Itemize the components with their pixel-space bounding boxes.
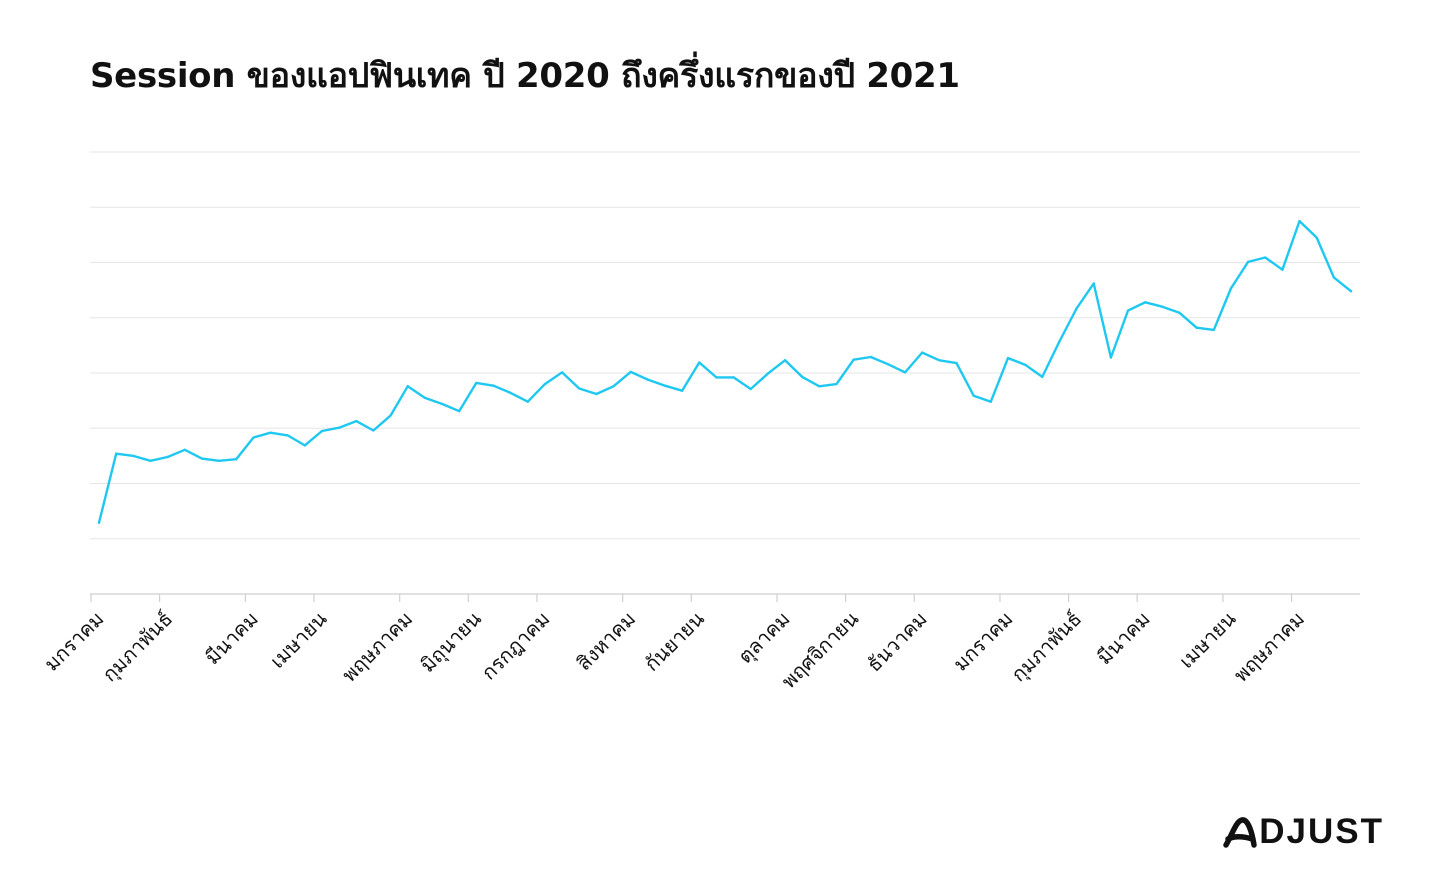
data-point-30: [612, 385, 615, 388]
data-point-61: [1143, 301, 1147, 304]
data-point-9: [252, 436, 255, 439]
x-tick-label-13: กุมภาพันธ์: [1006, 607, 1086, 687]
data-point-70: [1298, 219, 1301, 223]
x-tick-label-4: พฤษภาคม: [337, 607, 417, 687]
data-point-4: [166, 455, 169, 459]
data-point-33: [663, 384, 667, 387]
data-point-11: [286, 434, 289, 437]
data-point-44: [852, 358, 855, 361]
data-point-20: [440, 402, 444, 406]
data-point-39: [766, 372, 770, 375]
data-point-50: [955, 361, 958, 365]
data-point-0: [97, 521, 101, 524]
data-point-1: [114, 452, 118, 455]
data-point-52: [989, 400, 993, 403]
data-point-16: [372, 429, 375, 432]
data-point-31: [629, 370, 632, 374]
data-point-12: [303, 444, 307, 447]
data-point-2: [132, 454, 135, 458]
data-point-5: [183, 448, 186, 451]
x-tick-label-15: เมษายน: [1174, 606, 1241, 673]
data-point-6: [200, 457, 204, 460]
data-point-46: [886, 362, 890, 366]
x-tick-label-0: มกราคม: [39, 607, 108, 676]
data-point-63: [1178, 311, 1181, 314]
data-point-23: [492, 384, 495, 387]
data-point-66: [1229, 287, 1233, 290]
data-point-32: [646, 378, 650, 381]
data-point-22: [475, 381, 478, 385]
data-point-38: [749, 387, 752, 391]
data-point-57: [1075, 307, 1078, 310]
x-tick-label-8: กันยายน: [639, 606, 709, 676]
x-tick-label-14: มีนาคม: [1092, 607, 1155, 670]
data-point-15: [355, 419, 358, 423]
data-point-45: [869, 355, 872, 359]
data-point-54: [1023, 363, 1027, 366]
data-point-55: [1041, 375, 1044, 379]
data-point-65: [1212, 328, 1215, 332]
x-tick-label-12: มกราคม: [948, 607, 1017, 676]
data-point-28: [578, 387, 581, 390]
series-line: [97, 219, 1353, 524]
data-point-8: [235, 457, 238, 461]
data-point-47: [903, 371, 907, 374]
data-point-73: [1349, 290, 1353, 293]
x-tick-label-9: ตุลาคม: [733, 607, 795, 669]
x-tick-label-6: กรกฎาคม: [477, 607, 555, 685]
data-point-10: [269, 431, 272, 434]
data-point-72: [1332, 276, 1336, 279]
data-point-56: [1058, 340, 1061, 343]
data-point-21: [457, 409, 461, 413]
data-point-26: [543, 382, 547, 386]
data-point-27: [560, 371, 564, 374]
data-point-3: [149, 459, 152, 463]
data-point-64: [1195, 326, 1198, 329]
data-point-69: [1281, 268, 1284, 271]
data-series: [97, 219, 1353, 524]
data-point-41: [800, 375, 804, 379]
data-point-71: [1315, 236, 1318, 239]
data-point-51: [972, 394, 975, 397]
data-point-58: [1092, 282, 1095, 285]
data-point-67: [1246, 260, 1250, 264]
data-point-25: [526, 400, 529, 403]
data-point-37: [732, 376, 735, 379]
data-point-68: [1264, 256, 1267, 259]
data-point-24: [509, 391, 512, 395]
brand-logo: DJUST: [1223, 812, 1384, 852]
x-tick-label-7: สิงหาคม: [572, 607, 641, 676]
x-tick-label-2: มีนาคม: [200, 607, 263, 670]
x-tick-label-3: เมษายน: [265, 606, 332, 673]
x-axis: [90, 593, 1360, 602]
data-point-62: [1161, 305, 1164, 308]
data-point-34: [680, 389, 684, 392]
x-tick-label-1: กุมภาพันธ์: [97, 607, 177, 687]
data-point-17: [389, 414, 392, 417]
data-point-35: [698, 361, 701, 364]
data-point-49: [938, 359, 941, 362]
x-tick-label-16: พฤษภาคม: [1229, 607, 1309, 687]
data-point-40: [783, 359, 787, 362]
data-point-60: [1126, 309, 1130, 312]
data-point-48: [921, 351, 924, 354]
gridlines: [90, 151, 1360, 540]
chart-title: Session ของแอปฟินเทค ปี 2020 ถึงครึ่งแรก…: [90, 56, 960, 96]
data-point-7: [217, 459, 221, 463]
brand-wordmark: DJUST: [1259, 812, 1384, 851]
data-point-59: [1109, 356, 1113, 359]
data-point-43: [835, 382, 838, 386]
data-point-14: [337, 426, 341, 429]
data-point-42: [818, 385, 821, 388]
data-point-18: [406, 385, 409, 388]
data-point-19: [423, 396, 427, 400]
data-point-53: [1006, 356, 1010, 360]
data-point-13: [320, 429, 324, 433]
data-point-29: [595, 392, 598, 396]
data-point-36: [715, 376, 718, 379]
adjust-a-logo-icon: [1223, 817, 1257, 848]
x-tick-label-11: ธันวาคม: [862, 607, 932, 677]
